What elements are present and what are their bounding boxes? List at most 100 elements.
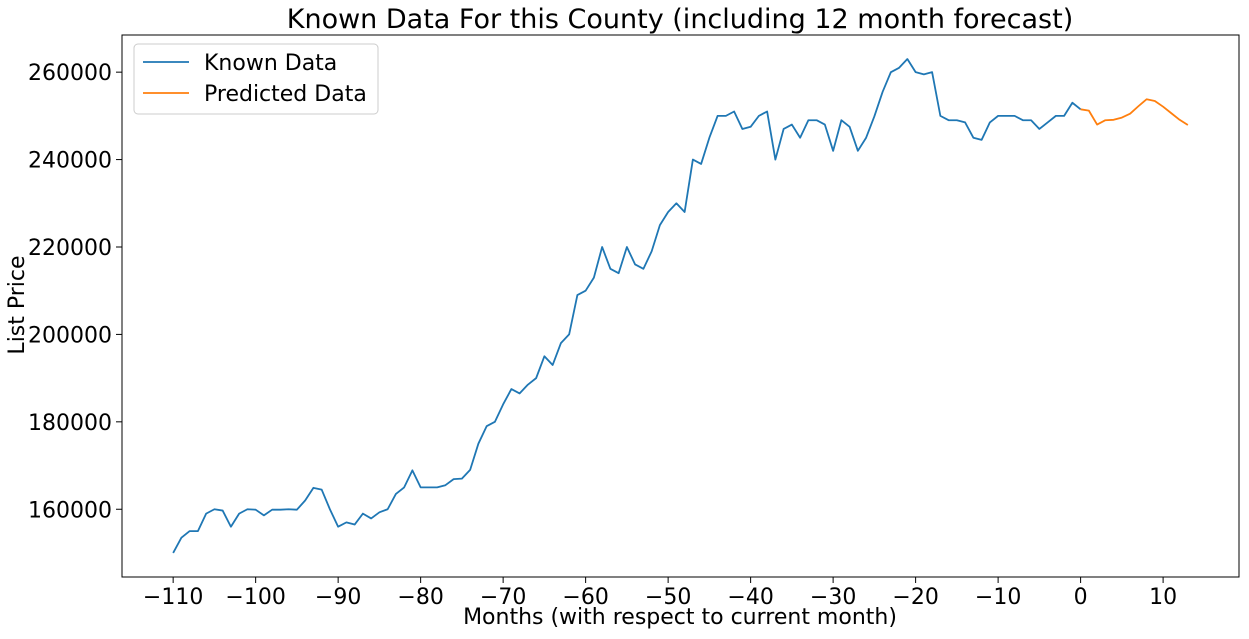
data-point [535, 377, 537, 379]
data-point [956, 119, 958, 121]
data-point [708, 137, 710, 139]
data-point [461, 478, 463, 480]
data-point [296, 509, 298, 511]
data-point [395, 493, 397, 495]
data-point [543, 355, 545, 357]
data-point [279, 509, 281, 511]
data-point [345, 521, 347, 523]
data-point [659, 224, 661, 226]
data-point [1104, 119, 1106, 121]
data-point [758, 115, 760, 117]
data-point [519, 393, 521, 395]
data-point [865, 137, 867, 139]
series-line-known-data [172, 58, 1082, 554]
data-point [931, 71, 933, 73]
data-point [849, 126, 851, 128]
data-point [321, 489, 323, 491]
data-point [403, 487, 405, 489]
data-point [948, 119, 950, 121]
x-tick-label: −60 [562, 585, 608, 610]
x-tick-label: −50 [645, 585, 691, 610]
data-point [1096, 124, 1098, 126]
tick-layer: −110 −100 −90 −80 −70 −60 −50 −40 −30 −20 −10 0 1016… [28, 61, 1177, 610]
data-point [181, 537, 183, 539]
y-tick-label: 260000 [28, 61, 112, 86]
data-point [774, 159, 776, 161]
data-point [354, 524, 356, 526]
data-point [832, 150, 834, 152]
data-point [238, 513, 240, 515]
data-point [362, 513, 364, 515]
data-point [1113, 119, 1115, 121]
data-point [387, 508, 389, 510]
data-point [857, 150, 859, 152]
data-point [1063, 115, 1065, 117]
legend-label-known-data: Known Data [204, 51, 337, 76]
x-tick-label: 0 [1074, 585, 1088, 610]
data-point [807, 119, 809, 121]
data-point [576, 294, 578, 296]
legend-box [133, 43, 379, 115]
data-point [453, 478, 455, 480]
data-point [263, 514, 265, 516]
data-point [469, 469, 471, 471]
data-point [477, 443, 479, 445]
series-line-predicted-data [1080, 98, 1189, 126]
data-point [882, 91, 884, 93]
data-point [601, 246, 603, 248]
y-tick-label: 160000 [28, 498, 112, 523]
data-point [824, 124, 826, 126]
data-point [271, 509, 273, 511]
data-point [816, 119, 818, 121]
x-tick-label: −30 [810, 585, 856, 610]
data-point [1071, 102, 1073, 104]
data-point [717, 115, 719, 117]
plot-area-frame [121, 34, 1240, 578]
legend: Known Data Predicted Data [133, 43, 379, 115]
data-point [1088, 110, 1090, 112]
data-point [609, 268, 611, 270]
data-point [1137, 105, 1139, 107]
data-point [552, 364, 554, 366]
data-point [560, 342, 562, 344]
y-tick-label: 180000 [28, 411, 112, 436]
data-point [618, 272, 620, 274]
data-point [585, 290, 587, 292]
data-point [873, 115, 875, 117]
data-point [1055, 115, 1057, 117]
data-point [1005, 115, 1007, 117]
data-point [370, 518, 372, 520]
data-point [642, 268, 644, 270]
data-point [312, 487, 314, 489]
data-point [378, 511, 380, 513]
data-point [799, 137, 801, 139]
data-point [205, 513, 207, 515]
data-point [172, 552, 174, 554]
data-point [651, 250, 653, 252]
data-point [898, 67, 900, 69]
data-point [593, 277, 595, 279]
data-point [1162, 106, 1164, 108]
data-point [444, 484, 446, 486]
data-point [890, 71, 892, 73]
x-tick-label: −80 [397, 585, 443, 610]
data-point [486, 425, 488, 427]
data-point [981, 139, 983, 141]
data-point [337, 526, 339, 528]
data-point [700, 163, 702, 165]
data-point [1014, 115, 1016, 117]
data-point [230, 526, 232, 528]
data-point [1179, 119, 1181, 121]
series-layer [172, 58, 1189, 554]
data-point [906, 58, 908, 60]
data-point [502, 403, 504, 405]
x-tick-label: −20 [892, 585, 938, 610]
x-tick-label: −90 [315, 585, 361, 610]
data-point [1187, 124, 1189, 126]
data-point [840, 119, 842, 121]
data-point [783, 128, 785, 130]
data-point [667, 211, 669, 213]
data-point [1080, 108, 1082, 110]
data-point [214, 508, 216, 510]
